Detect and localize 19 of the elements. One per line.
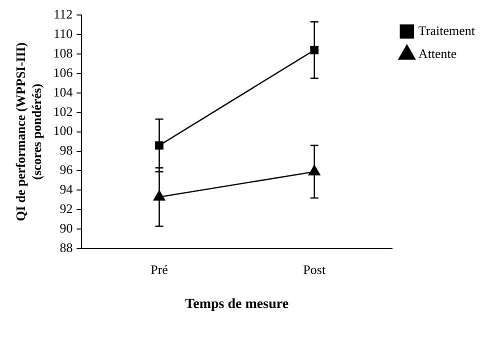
y-tick-label: 108 bbox=[53, 45, 73, 60]
y-tick-label: 102 bbox=[53, 104, 73, 119]
y-tick-label: 96 bbox=[60, 162, 74, 178]
y-tick-label: 98 bbox=[60, 142, 73, 158]
y-tick-label: 110 bbox=[54, 26, 73, 41]
y-tick-label: 100 bbox=[53, 123, 73, 138]
y-tick-label: 104 bbox=[53, 84, 74, 100]
x-tick-label: Pré bbox=[150, 262, 168, 277]
legend-label: Attente bbox=[418, 46, 457, 61]
y-tick-label: 88 bbox=[60, 240, 73, 256]
y-tick-label: 92 bbox=[60, 201, 73, 216]
x-tick-label: Post bbox=[303, 262, 326, 277]
x-axis-title: Temps de mesure bbox=[185, 297, 289, 312]
y-axis-title: QI de performance (WPPSI-III) (scores pondérés) bbox=[13, 42, 44, 222]
y-tick-label: 90 bbox=[60, 220, 73, 236]
y-tick-label: 106 bbox=[53, 64, 74, 80]
y-tick-label: 94 bbox=[60, 182, 74, 197]
y-tick-label: 112 bbox=[54, 6, 73, 22]
legend-label: Traitement bbox=[418, 22, 476, 38]
